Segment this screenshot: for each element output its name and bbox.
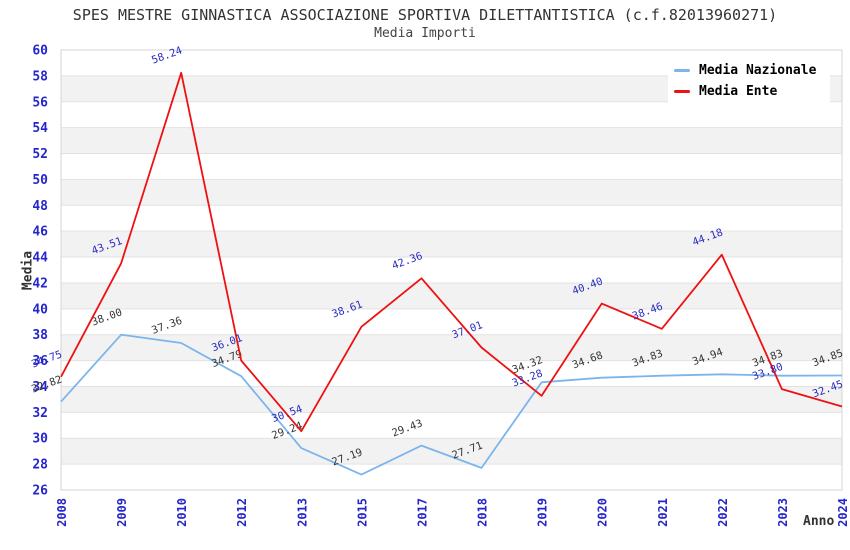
- x-tick-label: 2012: [235, 498, 249, 527]
- y-tick-label: 32: [32, 406, 48, 421]
- legend-label-media-nazionale: Media Nazionale: [699, 63, 817, 78]
- y-tick-label: 58: [32, 69, 48, 84]
- y-tick-label: 48: [32, 199, 48, 214]
- y-tick-label: 30: [32, 432, 48, 447]
- x-tick-label: 2010: [175, 498, 189, 527]
- y-tick-label: 40: [32, 302, 48, 317]
- legend-item-media-ente[interactable]: Media Ente: [674, 84, 816, 99]
- chart-subtitle: Media Importi: [374, 26, 476, 41]
- x-tick-label: 2022: [716, 498, 730, 527]
- grid-band: [61, 464, 842, 490]
- x-tick-label: 2009: [115, 498, 129, 527]
- grid-band: [61, 438, 842, 465]
- x-tick-label: 2019: [536, 498, 550, 527]
- x-tick-label: 2015: [355, 498, 369, 527]
- grid-band: [61, 386, 842, 413]
- y-tick-label: 26: [32, 484, 48, 499]
- grid-band: [61, 334, 842, 361]
- x-tick-label: 2023: [776, 498, 790, 527]
- plot-border: [60, 49, 843, 491]
- y-tick-label: 28: [32, 458, 48, 473]
- x-tick-label: 2017: [415, 498, 429, 527]
- y-tick-label: 52: [32, 147, 48, 162]
- y-tick-label: 56: [32, 95, 48, 110]
- y-tick-label: 42: [32, 276, 48, 291]
- x-tick-label: 2021: [656, 498, 670, 527]
- grid-band: [61, 153, 842, 180]
- y-tick-label: 50: [32, 173, 48, 188]
- y-tick-label: 36: [32, 354, 48, 369]
- grid-band: [61, 179, 842, 206]
- legend: Media Nazionale Media Ente: [668, 57, 831, 107]
- x-tick-label: 2020: [596, 498, 610, 527]
- grid-band: [61, 360, 842, 387]
- legend-label-media-ente: Media Ente: [699, 84, 778, 99]
- x-tick-label: 2024: [836, 498, 850, 527]
- y-tick-label: 44: [32, 251, 48, 266]
- y-axis-title: Media: [20, 250, 36, 291]
- grid-band: [61, 257, 842, 283]
- y-tick-label: 60: [32, 44, 48, 59]
- x-tick-label: 2008: [55, 498, 69, 527]
- y-tick-label: 34: [32, 380, 48, 395]
- x-axis-title: Anno: [803, 514, 835, 529]
- grid-band: [61, 205, 842, 232]
- series-line-media-nazionale: [60, 333, 843, 476]
- grid-band: [61, 412, 842, 439]
- grid-band: [61, 127, 842, 154]
- grid-band: [61, 231, 842, 258]
- y-tick-label: 46: [32, 225, 48, 240]
- legend-item-media-nazionale[interactable]: Media Nazionale: [674, 63, 816, 78]
- grid-band: [61, 282, 842, 309]
- series-line-media-ente: [60, 71, 843, 433]
- chart-title: SPES MESTRE GINNASTICA ASSOCIAZIONE SPOR…: [72, 6, 778, 24]
- y-tick-label: 54: [32, 121, 48, 136]
- line-swatch-icon: [674, 90, 690, 93]
- x-tick-label: 2013: [295, 498, 309, 527]
- x-tick-label: 2018: [476, 498, 490, 527]
- line-swatch-icon: [674, 69, 690, 72]
- y-tick-label: 38: [32, 328, 48, 343]
